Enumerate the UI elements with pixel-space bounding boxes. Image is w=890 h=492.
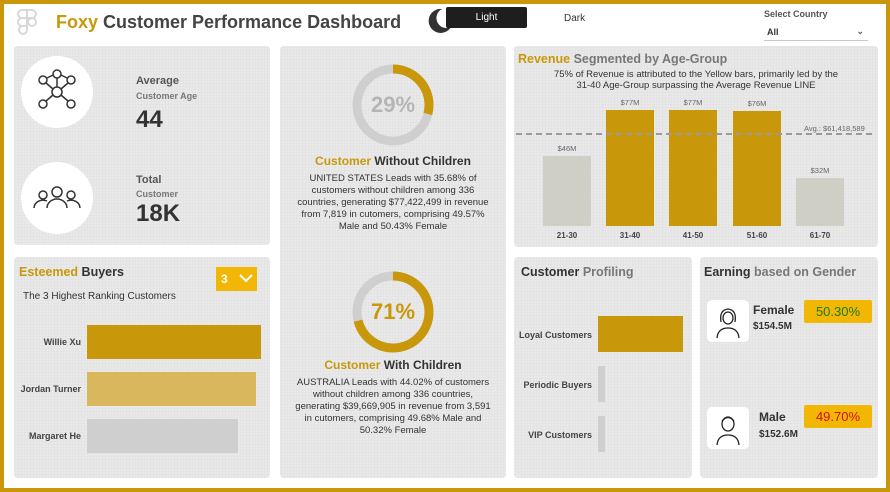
female-amount: $154.5M [753,321,792,332]
theme-light-button[interactable]: Light [446,7,527,28]
avg-age-label: Average [136,75,180,87]
revenue-bar-label-21-30: $46M [557,144,577,154]
male-percent-badge: 49.70% [804,405,872,428]
revenue-bar-21-30[interactable] [543,156,591,226]
network-people-icon [38,69,76,109]
revenue-category-61-70: 61-70 [809,231,831,240]
total-customer-label: Total [136,174,162,186]
users-group-icon [33,186,81,209]
country-select[interactable]: All ⌄ [764,24,868,41]
children-card [280,46,506,478]
with-children-donut [352,271,434,353]
moon-icon[interactable] [424,6,454,36]
revenue-bar-51-60[interactable] [733,111,781,226]
without-children-desc: UNITED STATES Leads with 35.68% of custo… [297,173,489,232]
buyers-subtitle: The 3 Highest Ranking Customers [23,291,176,302]
network-icon-circle [21,56,93,128]
theme-dark-button[interactable]: Dark [564,13,586,24]
male-label: Male [759,410,786,424]
buyers-title: Esteemed Buyers [19,265,124,279]
revenue-category-51-60: 51-60 [746,231,768,240]
buyer-name-1: Jordan Turner [20,384,81,394]
male-amount: $152.6M [759,429,798,440]
average-revenue-line [516,133,872,136]
female-avatar [707,300,749,342]
gender-title: Earning based on Gender [704,265,857,279]
with-children-percent: 71% [370,299,416,324]
revenue-bar-41-50[interactable] [669,109,717,226]
profile-bar-2[interactable] [598,416,605,452]
without-children-percent: 29% [370,92,416,117]
revenue-desc-line2: 31-40 Age-Group surpassing the Average R… [576,80,816,91]
total-customer-sub: Customer [136,189,179,199]
profile-bar-1[interactable] [598,366,605,402]
page-title: Foxy Customer Performance Dashboard [56,12,402,32]
profile-bar-0[interactable] [598,316,683,352]
profile-label-0: Loyal Customers [518,330,592,340]
country-select-label: Select Country [764,9,828,19]
with-children-title: Customer With Children [324,358,462,372]
revenue-category-41-50: 41-50 [682,231,704,240]
revenue-category-21-30: 21-30 [556,231,578,240]
avg-age-sub: Customer Age [136,91,198,101]
female-percent-badge: 50.30% [804,300,872,323]
buyer-name-0: Willie Xu [43,337,81,347]
country-select-value: All [767,27,779,37]
without-children-donut [352,64,434,146]
figma-logo-icon [17,9,37,35]
total-customer-value: 18K [136,200,181,227]
male-avatar [707,407,749,449]
revenue-bar-label-61-70: $32M [810,165,830,175]
revenue-category-31-40: 31-40 [619,231,641,240]
buyer-bar-1[interactable] [87,372,256,406]
female-label: Female [753,303,795,317]
revenue-bar-61-70[interactable] [796,177,844,226]
average-revenue-label: Avg.: $61,418,589 [804,124,865,134]
buyer-name-2: Margaret He [28,431,81,441]
buyer-bar-0[interactable] [87,325,261,359]
revenue-bar-label-51-60: $76M [747,99,767,109]
revenue-bar-label-41-50: $77M [683,97,703,107]
chevron-down-icon: ⌄ [856,26,864,36]
with-children-desc: AUSTRALIA Leads with 44.02% of customers… [295,377,491,436]
revenue-bar-31-40[interactable] [606,109,654,226]
without-children-arc [352,64,434,146]
buyer-bar-2[interactable] [87,419,239,453]
revenue-title: Revenue Segmented by Age-Group [518,52,728,66]
with-children-arc [352,271,434,353]
profile-label-2: VIP Customers [528,430,592,440]
rank-dropdown[interactable]: 3 [216,267,257,291]
profile-label-1: Periodic Buyers [523,380,592,390]
female-person-icon [716,308,740,339]
male-person-icon [716,416,740,446]
rank-value: 3 [221,272,228,286]
avg-age-value: 44 [136,106,163,133]
revenue-desc-line1: 75% of Revenue is attributed to the Yell… [553,69,839,80]
without-children-title: Customer Without Children [315,154,471,168]
profiling-title: Customer Profiling [521,265,634,279]
chevron-down-icon [239,274,253,283]
users-icon-circle [21,162,93,234]
revenue-bar-label-31-40: $77M [620,97,640,107]
